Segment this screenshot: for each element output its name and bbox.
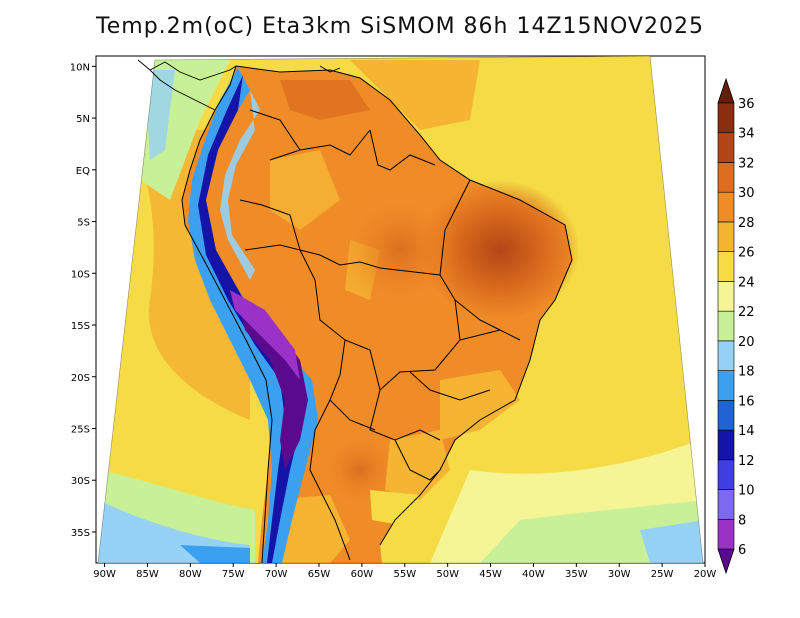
y-tick-label: 25S (71, 424, 90, 435)
colorbar-swatch (717, 340, 735, 371)
x-tick-label: 35W (565, 569, 588, 580)
x-tick-label: 60W (351, 569, 374, 580)
x-tick-label: 25W (651, 569, 674, 580)
y-axis-ticks: 10N 5N EQ 5S 10S 15S 20S 25S 30S 35S (70, 62, 96, 539)
y-tick-label: 5S (77, 218, 90, 229)
y-tick-label: 15S (71, 321, 90, 332)
x-tick-label: 90W (93, 569, 116, 580)
colorbar-swatch (717, 370, 735, 401)
south-pacific-coolest (180, 545, 250, 563)
far-south-atlantic (640, 520, 703, 563)
political-borders (181, 65, 573, 564)
x-tick-label: 50W (436, 569, 459, 580)
hot-amazon-north (280, 80, 370, 120)
colorbar-label: 30 (738, 186, 755, 201)
andes-altiplano-coldest (238, 300, 308, 470)
colorbar-swatch (717, 489, 735, 520)
map-title: Temp.2m(oC) Eta3km SiSMOM 86h 14Z15NOV20… (96, 14, 704, 39)
x-axis-ticks: 90W 85W 80W 75W 70W 65W 60W 55W 50W 45W 40W 35W 30W 2… (93, 563, 716, 580)
colorbar-max-arrow (717, 77, 735, 104)
y-tick-label: 20S (71, 373, 90, 384)
andes-altiplano-mid (230, 290, 300, 380)
x-tick-label: 55W (393, 569, 416, 580)
colorbar-label: 20 (738, 335, 755, 350)
hot-center-northeast (420, 180, 580, 320)
y-tick-label: 35S (71, 528, 90, 539)
south-brazil-cool (385, 430, 450, 500)
colorbar-min-arrow (717, 548, 735, 575)
x-tick-label: 65W (308, 569, 331, 580)
atlantic-north-warm (350, 60, 480, 130)
y-tick-label: EQ (76, 166, 90, 177)
colorbar: 6 8 10 12 14 16 18 20 22 24 26 28 30 32 34 36 (717, 77, 755, 575)
colorbar-swatch (717, 221, 735, 252)
colorbar-swatch (717, 102, 735, 134)
southeast-coast-cool (440, 370, 520, 440)
colorbar-label: 14 (738, 424, 755, 439)
colorbar-label: 6 (738, 543, 746, 558)
colorbar-swatch (717, 400, 735, 431)
hot-center-south (320, 430, 400, 510)
hot-center-central (340, 190, 460, 310)
colorbar-swatch (717, 459, 735, 490)
central-america-borders (137, 59, 341, 111)
uruguay-cool (370, 490, 420, 525)
x-tick-label: 45W (479, 569, 502, 580)
colorbar-swatch (717, 132, 735, 163)
colorbar-swatch (717, 429, 735, 461)
colorbar-swatch (717, 518, 735, 550)
colorbar-label: 10 (738, 484, 755, 499)
colorbar-label: 12 (738, 454, 755, 469)
temperature-field (98, 56, 703, 563)
y-tick-label: 5N (76, 114, 90, 125)
x-tick-label: 70W (265, 569, 288, 580)
y-tick-label: 10S (71, 269, 90, 280)
colorbar-swatch (717, 191, 735, 223)
colorbar-label: 36 (738, 97, 755, 112)
x-tick-label: 20W (694, 569, 717, 580)
x-tick-label: 85W (136, 569, 159, 580)
andes-fringe (220, 90, 260, 280)
colorbar-label: 26 (738, 246, 755, 261)
colorbar-label: 28 (738, 216, 755, 231)
colorbar-label: 34 (738, 127, 755, 142)
colorbar-swatch (717, 251, 735, 282)
x-tick-label: 30W (608, 569, 631, 580)
pacific-north-cool-2 (145, 70, 175, 160)
x-tick-label: 75W (222, 569, 245, 580)
colorbar-swatch (717, 162, 735, 193)
y-tick-label: 10N (70, 62, 90, 73)
colorbar-label: 8 (738, 513, 746, 528)
colorbar-swatch (717, 281, 735, 312)
colorbar-label: 18 (738, 365, 755, 380)
colorbar-label: 16 (738, 394, 755, 409)
amazon-cooler-patches (270, 150, 340, 230)
domain-outline (97, 55, 704, 564)
colorbar-label: 24 (738, 275, 755, 290)
colorbar-label: 32 (738, 156, 755, 171)
x-tick-label: 80W (179, 569, 202, 580)
y-tick-label: 30S (71, 476, 90, 487)
colorbar-swatch (717, 310, 735, 342)
x-tick-label: 40W (522, 569, 545, 580)
colorbar-label: 22 (738, 305, 755, 320)
